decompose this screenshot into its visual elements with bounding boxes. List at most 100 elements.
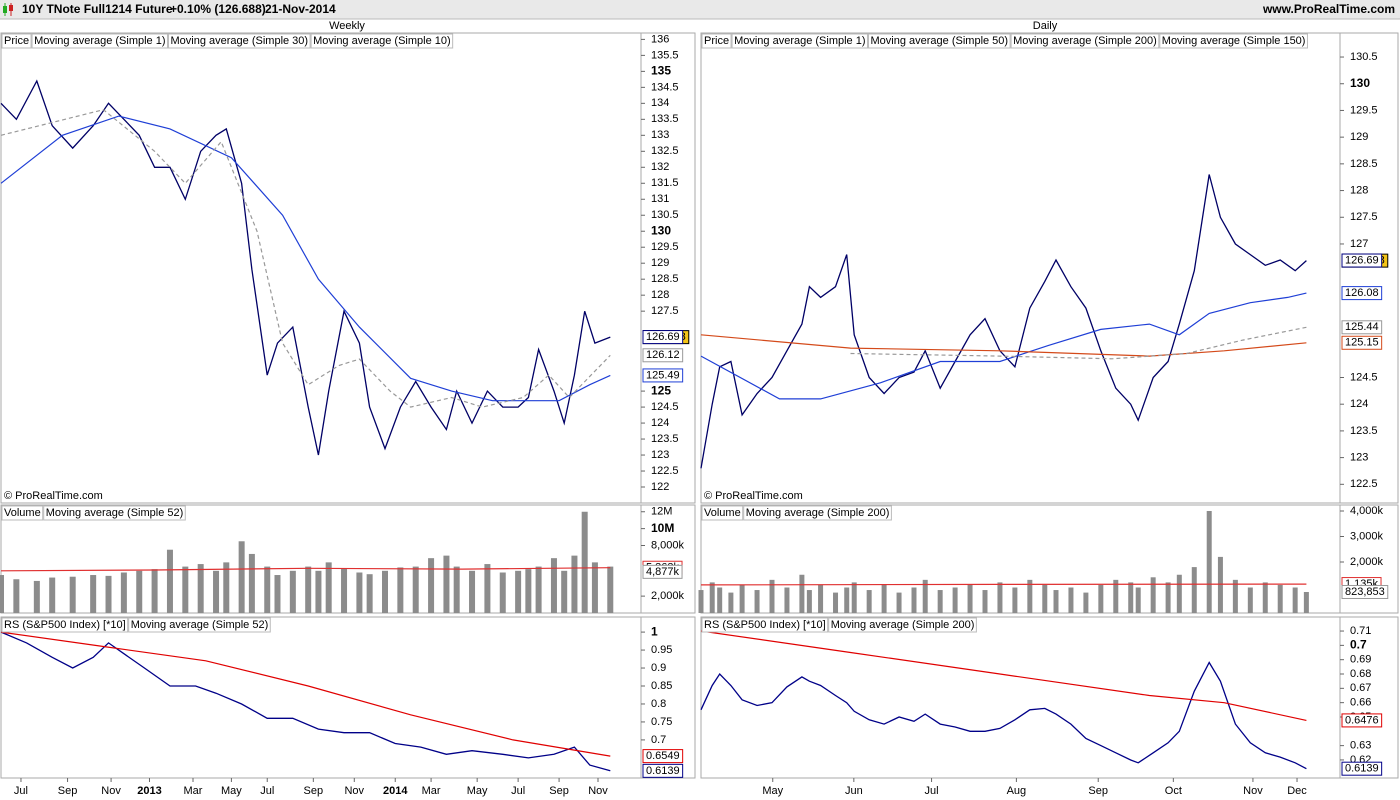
series-line <box>0 109 611 408</box>
volume-bar <box>1165 582 1171 613</box>
y-tick-label: 0.75 <box>651 716 672 728</box>
y-tick-label: 131.5 <box>651 177 679 189</box>
y-tick-label: 10M <box>651 521 674 535</box>
value-marker-label: 126.69 <box>646 331 680 343</box>
volume-bar <box>484 564 491 613</box>
y-tick-label: 8,000k <box>651 539 685 551</box>
volume-bar <box>1176 574 1182 613</box>
y-tick-label: 134 <box>651 97 669 109</box>
volume-bar <box>698 590 704 613</box>
series-line <box>0 115 611 402</box>
y-tick-label: 129 <box>651 257 669 269</box>
legend-entry: Moving average (Simple 150) <box>1162 35 1306 47</box>
volume-bar <box>1042 584 1048 613</box>
volume-bar <box>366 574 373 613</box>
y-tick-label: 127.5 <box>1350 211 1378 223</box>
volume-bar <box>739 584 745 613</box>
y-tick-label: 128 <box>651 289 669 301</box>
volume-bar <box>136 570 143 613</box>
y-tick-label: 132 <box>651 161 669 173</box>
volume-bar <box>866 590 872 613</box>
pane-frame <box>0 32 696 504</box>
y-tick-label: 0.63 <box>1350 740 1371 752</box>
legend-box <box>1 33 32 49</box>
volume-bar <box>325 562 332 613</box>
panel-title: Daily <box>1033 20 1058 32</box>
y-tick-label: 135.5 <box>651 49 679 61</box>
copyright: © ProRealTime.com <box>4 490 103 502</box>
legend-box <box>310 33 454 49</box>
y-tick-label: 124 <box>1350 398 1368 410</box>
y-tick-label: 0.67 <box>1350 682 1371 694</box>
volume-bar <box>728 592 734 613</box>
volume-bar <box>769 579 775 613</box>
symbol: 10Y TNote Full1214 Future <box>22 2 173 16</box>
y-tick-label: 130.5 <box>651 209 679 221</box>
y-tick-label: 127 <box>1350 238 1368 250</box>
y-tick-label: 132.5 <box>651 145 679 157</box>
volume-bar <box>428 558 435 613</box>
volume-bar <box>591 562 598 613</box>
x-tick-label: Sep <box>58 785 78 797</box>
volume-bar <box>844 587 850 613</box>
y-tick-label: 136 <box>651 33 669 45</box>
volume-bar <box>197 564 204 613</box>
volume-bar <box>1206 510 1212 613</box>
x-tick-label: May <box>221 785 242 797</box>
legend-box <box>828 617 977 633</box>
app-icon <box>3 3 13 16</box>
value-marker-label: 125.49 <box>646 369 680 381</box>
pane-frame <box>700 504 1399 614</box>
x-tick-label: Jul <box>14 785 28 797</box>
volume-bar <box>341 568 348 613</box>
legend-entry: Moving average (Simple 1) <box>34 35 165 47</box>
volume-bar <box>166 549 173 613</box>
series-line <box>0 631 611 772</box>
header-bar <box>0 0 1400 19</box>
volume-bar <box>33 580 40 613</box>
value-marker <box>642 763 684 778</box>
legend-entry: RS (S&P500 Index) [*10] <box>704 619 826 631</box>
value-marker-label: 0.6549 <box>646 750 680 762</box>
volume-bar <box>550 558 557 613</box>
value-marker-label: 823,853 <box>1345 586 1385 598</box>
pane-frame <box>0 616 696 779</box>
x-tick-label: Dec <box>1287 785 1307 797</box>
volume-bar <box>49 577 56 613</box>
volume-bar <box>13 579 20 613</box>
volume-bar <box>264 566 271 613</box>
x-tick-label: Aug <box>1007 785 1027 797</box>
value-marker-label: 0.6139 <box>646 765 680 777</box>
y-tick-label: 123.5 <box>1350 425 1378 437</box>
legend-entry: Volume <box>4 507 41 519</box>
y-tick-label: 128 <box>1350 184 1368 196</box>
volume-bar <box>248 553 255 613</box>
volume-bar <box>818 584 824 613</box>
x-tick-label: Oct <box>1165 785 1182 797</box>
x-tick-label: Sep <box>304 785 324 797</box>
legend-box <box>731 33 869 49</box>
volume-bar <box>922 579 928 613</box>
y-tick-label: 0.7 <box>1350 638 1367 652</box>
volume-bar <box>982 590 988 613</box>
y-tick-label: 0.69 <box>1350 654 1371 666</box>
volume-bar <box>717 587 723 613</box>
volume-bar <box>1247 587 1253 613</box>
series-line <box>0 567 611 572</box>
series-line <box>700 292 1307 400</box>
y-tick-label: 130.5 <box>1350 51 1378 63</box>
y-tick-label: 4,000k <box>1350 505 1384 517</box>
y-tick-label: 122 <box>651 481 669 493</box>
volume-bar <box>90 575 97 613</box>
y-tick-label: 125 <box>651 383 671 397</box>
pane-frame <box>700 32 1399 504</box>
y-tick-label: 0.68 <box>1350 668 1371 680</box>
legend-box <box>1 617 129 633</box>
volume-bar <box>1292 587 1298 613</box>
volume-bar <box>1068 587 1074 613</box>
legend-entry: Moving average (Simple 10) <box>313 35 451 47</box>
y-tick-label: 0.85 <box>651 680 672 692</box>
legend-entry: Price <box>704 35 729 47</box>
volume-bar <box>412 566 419 613</box>
